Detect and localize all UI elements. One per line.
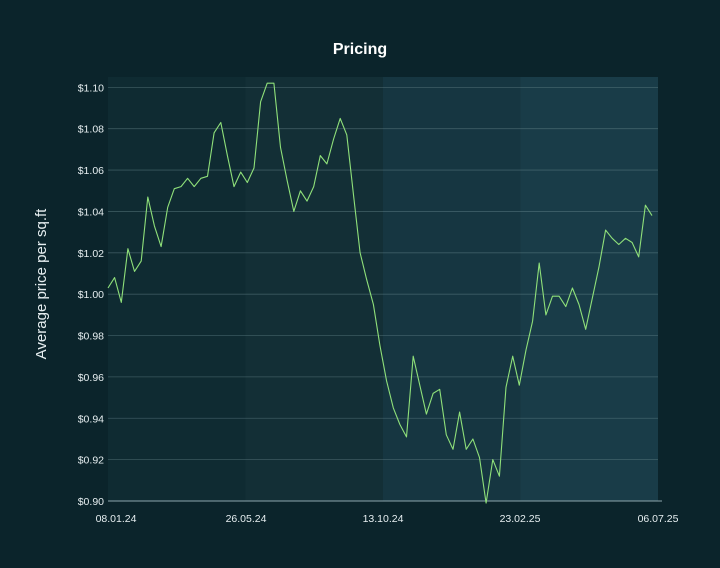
y-tick-label: $1.06 <box>78 165 104 177</box>
y-tick-label: $0.94 <box>78 413 104 425</box>
y-tick-label: $0.96 <box>78 372 104 384</box>
y-tick-label: $1.04 <box>78 206 104 218</box>
x-tick-label: 23.02.25 <box>500 513 541 525</box>
plot-band <box>383 77 521 501</box>
x-tick-label: 08.01.24 <box>96 513 137 525</box>
y-tick-label: $1.00 <box>78 289 104 301</box>
x-tick-label: 06.07.25 <box>638 513 679 525</box>
x-tick-label: 13.10.24 <box>363 513 404 525</box>
plot-background-bands <box>108 77 658 501</box>
y-tick-label: $1.02 <box>78 248 104 260</box>
y-axis-ticks: $0.90 $0.92 $0.94 $0.96 $0.98 $1.00 $1.02 $1.04… <box>78 82 104 508</box>
y-tick-label: $1.10 <box>78 82 104 94</box>
plot-band <box>520 77 658 501</box>
y-axis-label: Average price per sq.ft <box>33 208 50 359</box>
y-tick-label: $0.90 <box>78 496 104 508</box>
y-tick-label: $0.98 <box>78 331 104 343</box>
plot-band <box>245 77 383 501</box>
chart-title: Pricing <box>333 41 387 58</box>
plot-band <box>108 77 246 501</box>
x-axis-ticks: 08.01.24 26.05.24 13.10.24 23.02.25 06.07.25 <box>96 513 679 525</box>
series-line <box>107 82 653 504</box>
y-tick-label: $1.08 <box>78 124 104 136</box>
x-tick-label: 26.05.24 <box>226 513 267 525</box>
y-tick-label: $0.92 <box>78 455 104 467</box>
grid-lines <box>108 86 658 461</box>
